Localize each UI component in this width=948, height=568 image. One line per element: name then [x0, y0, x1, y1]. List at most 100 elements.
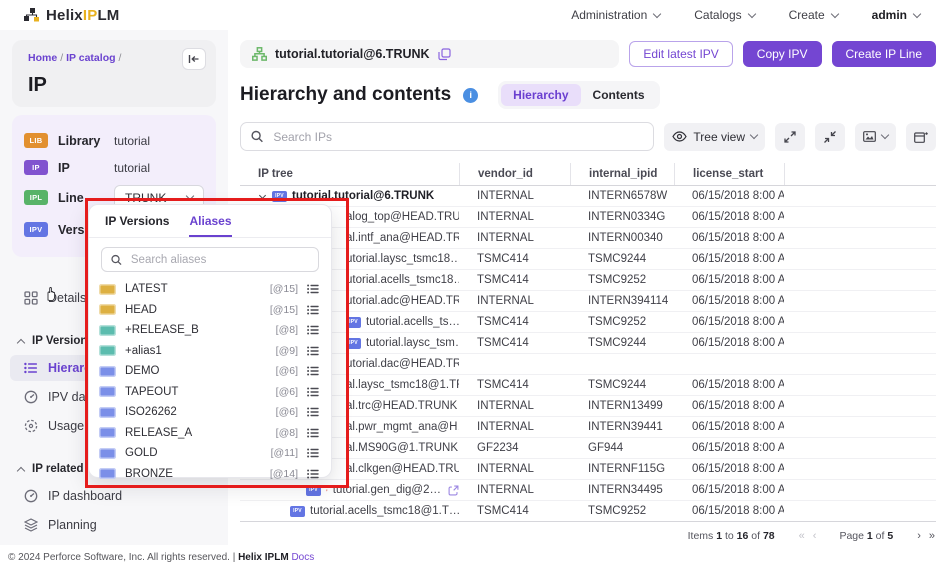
- column-vendor-id[interactable]: vendor_id: [459, 163, 570, 185]
- docs-link[interactable]: Docs: [291, 552, 315, 563]
- nav-administration[interactable]: Administration: [571, 8, 662, 22]
- table-row[interactable]: al.trc@HEAD.TRUNK INTERNAL INTERN13499 0…: [240, 396, 936, 417]
- ip-name[interactable]: tutorial.gen_dig@2…: [332, 484, 441, 496]
- alias-item[interactable]: DEMO [@6]: [99, 361, 319, 382]
- alias-item[interactable]: LATEST [@15]: [99, 279, 319, 300]
- last-page-button[interactable]: »: [928, 529, 935, 542]
- row-expand-chevron[interactable]: [258, 191, 267, 199]
- vendor-id-cell: INTERNAL: [477, 421, 534, 433]
- expand-all-button[interactable]: [775, 122, 805, 151]
- alias-item[interactable]: GOLD [@11]: [99, 443, 319, 464]
- table-row[interactable]: alog_top@HEAD.TRU… INTERNAL INTERN0334G …: [240, 207, 936, 228]
- alias-item[interactable]: TAPEOUT [@6]: [99, 382, 319, 403]
- nav-catalogs[interactable]: Catalogs: [694, 8, 756, 22]
- nav-create[interactable]: Create: [789, 8, 839, 22]
- table-row[interactable]: IPV tutorial.laysc_tsm… TSMC414 TSMC9244 …: [240, 333, 936, 354]
- list-details-icon[interactable]: [307, 284, 319, 294]
- breadcrumb-home[interactable]: Home: [28, 52, 58, 64]
- edit-latest-ipv-button[interactable]: Edit latest IPV: [629, 41, 733, 67]
- list-details-icon[interactable]: [307, 469, 319, 479]
- copy-ipv-button[interactable]: Copy IPV: [742, 41, 822, 67]
- ip-name[interactable]: al.intf_ana@HEAD.TR…: [346, 232, 459, 244]
- sidebar-item-details[interactable]: Details: [10, 285, 218, 311]
- sidebar-section-ip-versions[interactable]: IP Versions: [10, 330, 218, 352]
- ip-name[interactable]: al.trc@HEAD.TRUNK: [346, 400, 458, 412]
- create-ip-line-button[interactable]: Create IP Line: [831, 41, 936, 67]
- list-details-icon[interactable]: [307, 387, 319, 397]
- list-details-icon[interactable]: [307, 366, 319, 376]
- ip-name[interactable]: utorial.adc@HEAD.TR…: [346, 295, 459, 307]
- ip-name[interactable]: al.clkgen@HEAD.TRUNK: [346, 463, 459, 475]
- list-details-icon[interactable]: [307, 346, 319, 356]
- sidebar-item-parents[interactable]: Parents: [10, 541, 218, 545]
- list-details-icon[interactable]: [307, 428, 319, 438]
- column-ip-tree[interactable]: IP tree: [258, 168, 293, 180]
- helix-iplm-logo[interactable]: HelixIPLM: [24, 7, 120, 24]
- license-start-cell: 06/15/2018 8:00 AM: [692, 379, 784, 391]
- table-row[interactable]: al.intf_ana@HEAD.TR… INTERNAL INTERN0034…: [240, 228, 936, 249]
- ip-name[interactable]: tutorial.tutorial@6.TRUNK: [292, 190, 435, 202]
- internal-ipid-cell: INTERNF115G: [588, 463, 666, 475]
- list-details-icon[interactable]: [307, 305, 319, 315]
- external-link-icon[interactable]: [448, 485, 459, 496]
- ip-name[interactable]: utorial.dac@HEAD.TR…: [346, 358, 459, 370]
- expand-icon: [784, 130, 796, 143]
- export-image-button[interactable]: [855, 122, 896, 151]
- info-icon[interactable]: i: [463, 87, 479, 103]
- alias-item[interactable]: BRONZE [@14]: [99, 464, 319, 485]
- alias-search-input[interactable]: [128, 252, 309, 267]
- search-ips-input[interactable]: [271, 128, 644, 145]
- page-title: IP: [28, 74, 47, 96]
- alias-item[interactable]: +RELEASE_B [@8]: [99, 320, 319, 341]
- ip-name[interactable]: al.pwr_mgmt_ana@H…: [346, 421, 459, 433]
- table-row[interactable]: IPV tutorial.acells_tsmc18@1.T… TSMC414 T…: [240, 501, 936, 522]
- ip-name[interactable]: al.MS90G@1.TRUNK: [346, 442, 459, 454]
- table-row[interactable]: utorial.adc@HEAD.TR… INTERNAL INTERN3941…: [240, 291, 936, 312]
- first-page-button[interactable]: «: [798, 529, 805, 542]
- list-details-icon[interactable]: [307, 448, 319, 458]
- alias-item[interactable]: ISO26262 [@6]: [99, 402, 319, 423]
- next-page-button[interactable]: ›: [917, 529, 921, 542]
- column-license-start[interactable]: license_start: [674, 163, 784, 185]
- list-details-icon[interactable]: [307, 407, 319, 417]
- alias-item[interactable]: RELEASE_A [@8]: [99, 423, 319, 444]
- copy-icon[interactable]: [437, 47, 451, 61]
- list-details-icon[interactable]: [307, 325, 319, 335]
- tab-contents[interactable]: Contents: [592, 88, 645, 102]
- ip-name[interactable]: tutorial.acells_tsmc18@1.T…: [310, 505, 459, 517]
- license-start-cell: 06/15/2018 8:00 AM: [692, 253, 784, 265]
- tab-hierarchy[interactable]: Hierarchy: [501, 84, 581, 106]
- nav-user-admin[interactable]: admin: [872, 8, 922, 22]
- add-column-button[interactable]: [906, 122, 936, 151]
- breadcrumb-ip-catalog[interactable]: IP catalog: [66, 52, 116, 64]
- table-row[interactable]: al.pwr_mgmt_ana@H… INTERNAL INTERN39441 …: [240, 417, 936, 438]
- table-row[interactable]: al.MS90G@1.TRUNK GF2234 GF944 06/15/2018…: [240, 438, 936, 459]
- table-row[interactable]: utorial.laysc_tsmc18… TSMC414 TSMC9244 0…: [240, 249, 936, 270]
- ip-name[interactable]: tutorial.acells_ts…: [366, 316, 459, 328]
- table-row[interactable]: utorial.acells_tsmc18… TSMC414 TSMC9252 …: [240, 270, 936, 291]
- column-internal-ipid[interactable]: internal_ipid: [570, 163, 674, 185]
- table-row[interactable]: IPV tutorial.gen_dig@2… INTERNAL INTERN34…: [240, 480, 936, 501]
- alias-item[interactable]: +alias1 [@9]: [99, 341, 319, 362]
- popup-tab-ip-versions[interactable]: IP Versions: [105, 214, 170, 228]
- table-row[interactable]: al.clkgen@HEAD.TRUNK INTERNAL INTERNF115…: [240, 459, 936, 480]
- tree-view-button[interactable]: Tree view: [664, 122, 765, 151]
- ip-name[interactable]: al.laysc_tsmc18@1.TR…: [346, 379, 459, 391]
- popup-tab-aliases[interactable]: Aliases: [189, 205, 231, 237]
- table-row[interactable]: IPV tutorial.tutorial@6.TRUNK INTERNAL IN…: [240, 186, 936, 207]
- collapse-sidebar-button[interactable]: [182, 48, 206, 70]
- table-row[interactable]: al.laysc_tsmc18@1.TR… TSMC414 TSMC9244 0…: [240, 375, 936, 396]
- ip-name[interactable]: utorial.acells_tsmc18…: [346, 274, 459, 286]
- ip-name[interactable]: utorial.laysc_tsmc18…: [346, 253, 459, 265]
- collapse-all-button[interactable]: [815, 122, 845, 151]
- ip-name[interactable]: tutorial.laysc_tsm…: [366, 337, 459, 349]
- sidebar-item-planning[interactable]: Planning: [10, 512, 218, 538]
- alias-item[interactable]: HEAD [@15]: [99, 300, 319, 321]
- prev-page-button[interactable]: ‹: [812, 529, 817, 542]
- table-row[interactable]: utorial.dac@HEAD.TR…: [240, 354, 936, 375]
- sidebar-item-ip-dashboard[interactable]: IP dashboard: [10, 483, 218, 509]
- sidebar-item-usage[interactable]: Usage: [10, 413, 218, 439]
- table-row[interactable]: IPV tutorial.acells_ts… TSMC414 TSMC9252 …: [240, 312, 936, 333]
- ip-name[interactable]: alog_top@HEAD.TRU…: [346, 211, 459, 223]
- sidebar-section-ip-related[interactable]: IP related: [10, 458, 218, 480]
